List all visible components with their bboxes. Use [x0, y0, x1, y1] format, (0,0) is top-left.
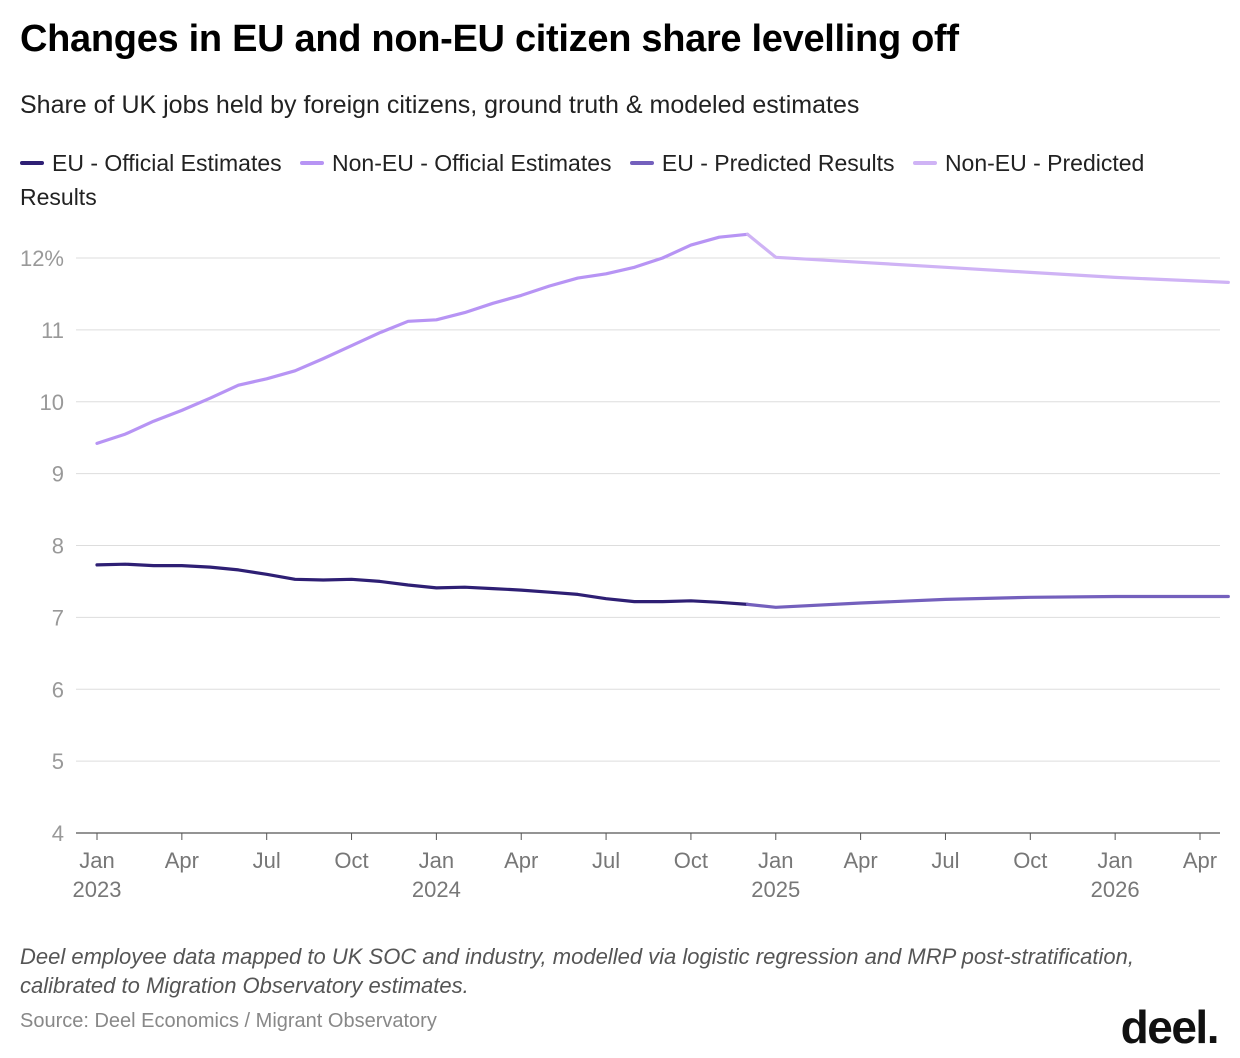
y-tick-label: 5	[52, 749, 64, 774]
x-tick-label: Jul	[931, 848, 959, 873]
chart-title: Changes in EU and non-EU citizen share l…	[20, 18, 959, 60]
y-tick-label: 8	[52, 534, 64, 559]
series-line-eu-predicted	[745, 594, 1230, 609]
x-tick-label: Apr	[504, 848, 538, 873]
x-tick-label: Jul	[253, 848, 281, 873]
y-tick-label: 4	[52, 821, 64, 846]
y-tick-label: 12%	[20, 246, 64, 271]
methodology-note: Deel employee data mapped to UK SOC and …	[20, 944, 1134, 998]
legend-swatch-noneu-official	[300, 160, 325, 165]
legend-item-noneu-official: Non-EU - Official Estimates	[300, 150, 612, 176]
series-line-noneu-official	[95, 232, 750, 445]
series-line-eu-official	[95, 562, 750, 607]
x-tick-label: Apr	[843, 848, 877, 873]
deel-logo: deel.	[1120, 1001, 1220, 1053]
legend-swatch-noneu-predicted	[912, 160, 937, 165]
y-tick-label: 7	[52, 605, 64, 630]
y-tick-label: 6	[52, 677, 64, 702]
grid-layer	[76, 257, 1220, 834]
chart-subtitle: Share of UK jobs held by foreign citizen…	[20, 91, 860, 119]
x-tick-label: Oct	[674, 848, 708, 873]
x-tick-year-label: 2025	[751, 877, 800, 902]
y-axis-ticks: 12% 11 10 9 8 7 6 5 4	[20, 246, 64, 846]
legend-swatch-eu-predicted	[629, 160, 654, 165]
x-tick-year-label: 2023	[73, 877, 122, 902]
legend-label-eu-official: EU - Official Estimates	[52, 150, 282, 176]
x-tick-label: Jul	[592, 848, 620, 873]
x-tick-label: Oct	[1013, 848, 1047, 873]
x-tick-label: Jan	[758, 848, 793, 873]
legend: EU - Official Estimates Non-EU - Officia…	[20, 146, 1210, 214]
x-tick-year-label: 2026	[1091, 877, 1140, 902]
legend-swatch-eu-official	[20, 160, 44, 165]
y-tick-label: 9	[52, 462, 64, 487]
y-tick-label: 11	[41, 318, 64, 343]
x-tick-year-label: 2024	[412, 877, 461, 902]
y-tick-label: 10	[40, 390, 64, 415]
legend-item-eu-predicted: EU - Predicted Results	[629, 150, 895, 176]
series-layer	[95, 232, 1230, 609]
legend-label-noneu-official: Non-EU - Official Estimates	[332, 150, 612, 176]
x-axis-ticks: Jan 2023 Apr Jul Oct Jan 2024 Apr Jul Oct Jan 2025 A…	[73, 833, 1217, 902]
legend-label-eu-predicted: EU - Predicted Results	[661, 150, 895, 176]
x-tick-label: Apr	[165, 848, 199, 873]
x-tick-label: Apr	[1183, 848, 1217, 873]
x-tick-label: Jan	[419, 848, 454, 873]
legend-label-noneu-predicted: Non-EU - Predicted Results	[20, 150, 1145, 210]
legend-item-eu-official: EU - Official Estimates	[20, 150, 282, 176]
x-tick-label: Jan	[79, 848, 114, 873]
x-tick-label: Jan	[1097, 848, 1132, 873]
legend-item-noneu-predicted: Non-EU - Predicted Results	[20, 150, 1144, 210]
source-text: Source: Deel Economics / Migrant Observa…	[20, 1010, 437, 1032]
x-tick-label: Oct	[334, 848, 368, 873]
series-line-noneu-predicted	[745, 232, 1230, 284]
